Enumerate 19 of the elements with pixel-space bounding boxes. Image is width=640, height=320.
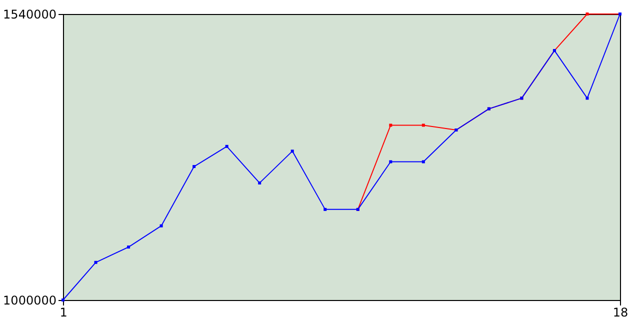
point	[324, 208, 327, 211]
point	[422, 124, 425, 127]
y-tick-label: 1540000	[3, 8, 56, 22]
point	[192, 165, 196, 168]
x-tick-label: 18	[612, 306, 628, 320]
point	[94, 260, 98, 264]
point	[225, 144, 228, 148]
point	[290, 150, 294, 153]
point	[127, 246, 130, 249]
point	[586, 12, 589, 16]
point	[586, 96, 589, 100]
point	[258, 181, 262, 184]
point	[389, 160, 392, 164]
point	[160, 224, 163, 228]
point	[389, 124, 392, 127]
line-series	[62, 12, 622, 302]
x-tick-label: 1	[60, 306, 68, 320]
y-tick-label: 1000000	[3, 294, 56, 308]
point	[422, 160, 425, 164]
